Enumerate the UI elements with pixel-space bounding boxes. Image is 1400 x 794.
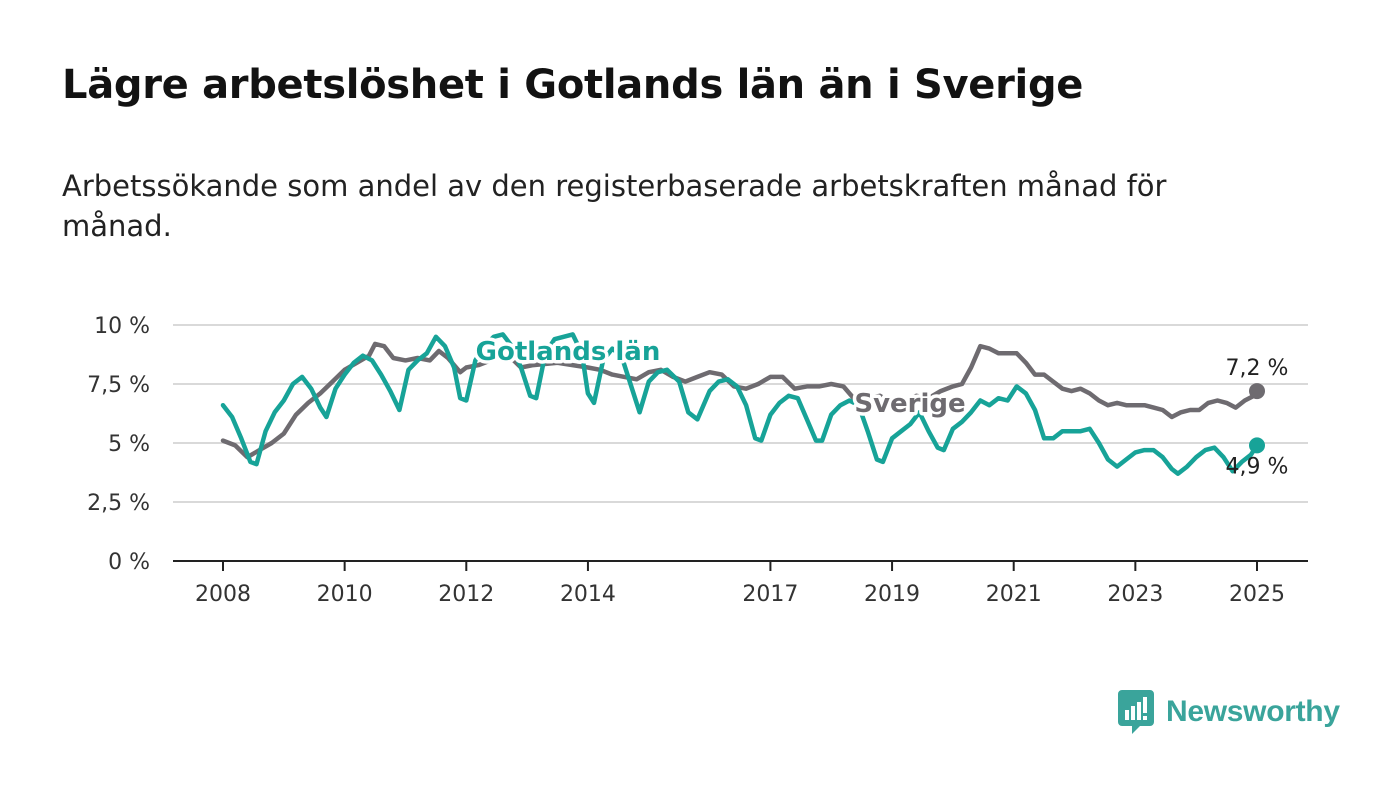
x-tick-label: 2012	[438, 582, 494, 607]
end-marker-1	[1249, 437, 1265, 454]
x-axis-ticks: 2008 2010 2012 2014 2017 2019 2021 2023 2025	[195, 561, 1285, 607]
gridlines	[173, 324, 1308, 503]
end-value-label-0: 7,2 %	[1226, 356, 1289, 381]
x-tick-label: 2010	[317, 582, 373, 607]
series-line-1	[220, 332, 1260, 476]
y-tick-label: 5 %	[108, 432, 150, 457]
newsworthy-logo: Newsworthy	[1118, 690, 1340, 734]
series-label-1: Gotlands län	[476, 337, 661, 367]
end-value-label-1: 4,9 %	[1226, 454, 1289, 479]
brand-name: Newsworthy	[1166, 695, 1340, 728]
x-tick-label: 2008	[195, 582, 251, 607]
y-tick-label: 7,5 %	[87, 373, 150, 398]
end-marker-0	[1249, 383, 1265, 400]
x-tick-label: 2025	[1229, 582, 1285, 607]
newsworthy-logo-icon	[1118, 690, 1154, 734]
chart-title: Lägre arbetslöshet i Gotlands län än i S…	[62, 62, 1084, 108]
x-tick-label: 2017	[742, 582, 798, 607]
y-axis-tick-labels: 0 % 2,5 % 5 % 7,5 % 10 %	[87, 314, 150, 575]
x-tick-label: 2014	[560, 582, 616, 607]
series-label-0: Sverige	[854, 389, 965, 419]
x-tick-label: 2023	[1107, 582, 1163, 607]
x-tick-label: 2019	[864, 582, 920, 607]
y-tick-label: 0 %	[108, 550, 150, 575]
series-lines	[220, 332, 1260, 476]
series-labels: Sverige Gotlands län	[472, 334, 969, 423]
y-tick-label: 2,5 %	[87, 491, 150, 516]
end-markers: 7,2 % 4,9 %	[1226, 356, 1289, 479]
chart-subtitle: Arbetssökande som andel av den registerb…	[62, 169, 1167, 243]
line-chart: 0 % 2,5 % 5 % 7,5 % 10 % 2008 2010 2012 2014 201…	[87, 314, 1308, 607]
y-tick-label: 10 %	[94, 314, 150, 339]
series-line-0	[220, 341, 1260, 460]
x-tick-label: 2021	[986, 582, 1042, 607]
